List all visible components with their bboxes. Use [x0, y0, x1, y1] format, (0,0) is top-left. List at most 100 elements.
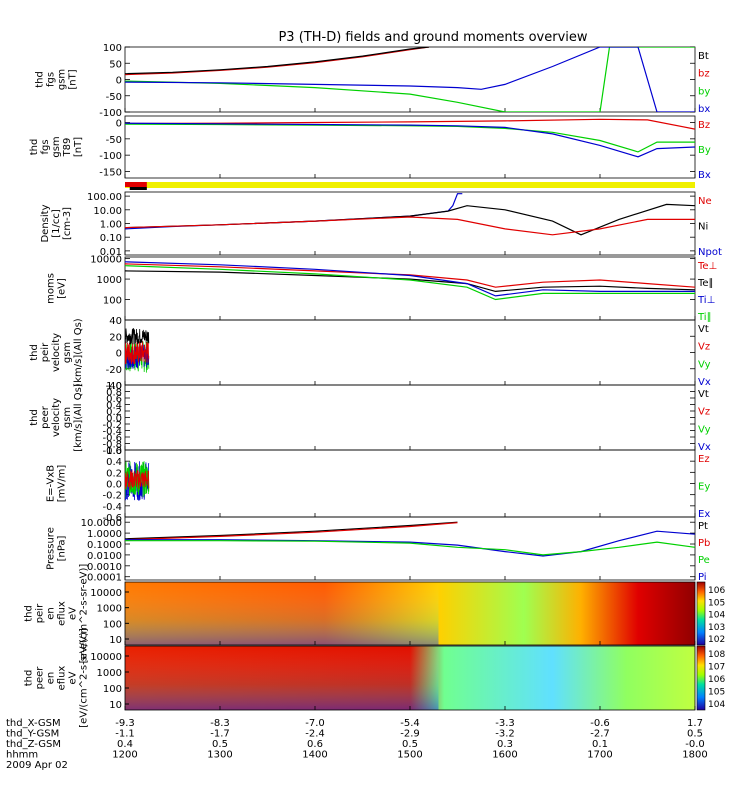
colorbar-tick: 107 [708, 663, 725, 673]
y-tick-label: 0.0100 [87, 551, 122, 562]
y-axis-label: Density[1/cc][cm-3] [40, 204, 73, 242]
x-row-value: 1200 [112, 750, 137, 761]
y-tick-label: 1000 [97, 604, 122, 615]
series-line [125, 193, 463, 230]
y-tick-label: 0.4 [106, 457, 122, 468]
x-row-value: 1600 [492, 750, 517, 761]
series-line [125, 122, 695, 158]
y-tick-label: 20 [109, 332, 122, 343]
legend-label: Bz [698, 120, 710, 131]
panel-2: 0 -50 -100 -150 thdfgsgsmT89[nT] Bz By Bx [29, 115, 711, 181]
y-axis-label: thdfgsgsm[nT] [35, 69, 79, 90]
colorbar-tick: 105 [708, 688, 725, 698]
x-row-value: -0.6 [590, 718, 610, 729]
x-row-value: -7.0 [305, 718, 325, 729]
legend-label: Pi [698, 572, 707, 583]
x-row-value: -1.7 [210, 729, 230, 740]
legend-label: Npot [698, 247, 722, 258]
series-group [125, 47, 695, 112]
y-tick-label: -1.0 [102, 446, 122, 457]
y-tick-label: -20 [106, 365, 122, 376]
panels: 100500-50-100thdfgsgsm[nT]Btbzbybx0-50-1… [24, 43, 726, 728]
x-row-value: -1.1 [115, 729, 135, 740]
y-tick-label: 0.4 [106, 401, 122, 412]
legend-label: Ex [698, 509, 710, 520]
series-line [125, 216, 695, 236]
panel-4: 10000 1000 100 moms[eV] Te⊥ Te∥ Ti⊥ Ti∥ [46, 255, 718, 323]
legend-label: bz [698, 69, 710, 80]
y-tick-label: 0.1000 [87, 540, 122, 551]
y-tick-label: 100.00 [87, 192, 122, 203]
y-axis-label: E=-VxB[mV/m] [46, 465, 68, 503]
x-row-label: hhmm [6, 750, 38, 761]
y-tick-label: 0.10 [100, 233, 122, 244]
y-tick-label: 1.0 [106, 381, 122, 392]
panel-frame [124, 46, 696, 113]
x-row-value: -9.3 [115, 718, 135, 729]
x-row-value: 0.5 [687, 729, 703, 740]
panel-frame [124, 384, 696, 451]
y-tick-label: -0.4 [102, 502, 122, 513]
x-row-value: -3.3 [495, 718, 515, 729]
legend-label: Bt [698, 51, 709, 62]
y-axis-label: moms[eV] [46, 273, 68, 304]
y-tick-label: 100 [103, 619, 122, 630]
x-row-value: -3.2 [495, 729, 515, 740]
y-tick-label: 50 [109, 59, 122, 70]
legend-label: Vt [698, 389, 709, 400]
series-line [125, 530, 695, 557]
y-tick-label: -100 [99, 108, 122, 119]
y-tick-label: 10 [109, 635, 122, 646]
legend-label: Pb [698, 538, 710, 549]
x-row-value: 1800 [682, 750, 707, 761]
series-group [125, 193, 695, 236]
legend-label: Vy [698, 359, 711, 370]
series-group [125, 118, 695, 158]
y-tick-label: 40 [109, 316, 122, 327]
noise-group [125, 460, 150, 502]
legend-label: Te∥ [697, 278, 714, 289]
y-tick-label: -0.6 [102, 433, 122, 444]
x-row-value: -2.7 [590, 729, 610, 740]
y-tick-label: 0.01 [100, 247, 122, 258]
x-row-label: thd_X-GSM [6, 718, 61, 729]
legend-label: Te⊥ [697, 261, 717, 272]
legend-label: Vx [698, 442, 711, 453]
series-group [125, 261, 695, 301]
x-row-value: 0.6 [307, 739, 323, 750]
x-row-value: 0.3 [497, 739, 513, 750]
series-line [125, 265, 695, 301]
y-tick-label: -50 [106, 135, 122, 146]
y-tick-label: 0.0001 [87, 573, 122, 584]
y-tick-label: 0.0 [106, 414, 122, 425]
x-row-value: 1.7 [687, 718, 703, 729]
status-bars [125, 182, 695, 190]
legend-label: Ey [698, 482, 710, 493]
y-tick-label: -0.8 [102, 440, 122, 451]
x-row-value: 0.4 [117, 739, 133, 750]
legend-label: Pt [698, 521, 708, 532]
y-tick-label: 10000 [90, 652, 122, 663]
noise-group [125, 328, 150, 373]
y-axis-label: thdpeervelocitygsm[km/s](All Qs) [29, 383, 84, 451]
y-axis-label: Pressure[nPa] [46, 527, 68, 570]
colorbar-tick: 102 [708, 635, 725, 645]
mode-bar-red [125, 182, 147, 187]
series-line [125, 270, 695, 293]
y-tick-label: 1000 [97, 668, 122, 679]
y-tick-label: 0 [116, 76, 122, 87]
y-tick-label: 1.00 [100, 220, 122, 231]
y-tick-label: 10000 [90, 255, 122, 266]
y-axis-label: thdfgsgsmT89[nT] [29, 136, 84, 157]
colorbar-tick: 104 [708, 700, 725, 710]
legend-label: Vx [698, 377, 711, 388]
panel-frame [124, 449, 696, 518]
y-tick-label: 100 [103, 43, 122, 54]
y-tick-label: 0.8 [106, 388, 122, 399]
legend-label: bx [698, 104, 710, 115]
panel-1: 100 50 0 -50 -100 thdfgsgsm[nT] Bt bz by bx [35, 43, 711, 119]
panel-3: 100.00 10.00 1.00 0.10 0.01 Density[1/cc][cm-… [40, 191, 722, 258]
y-tick-label: 0.2 [106, 468, 122, 479]
figure-title: P3 (TH-D) fields and ground moments over… [278, 30, 587, 45]
legend-label: Pe [698, 555, 710, 566]
